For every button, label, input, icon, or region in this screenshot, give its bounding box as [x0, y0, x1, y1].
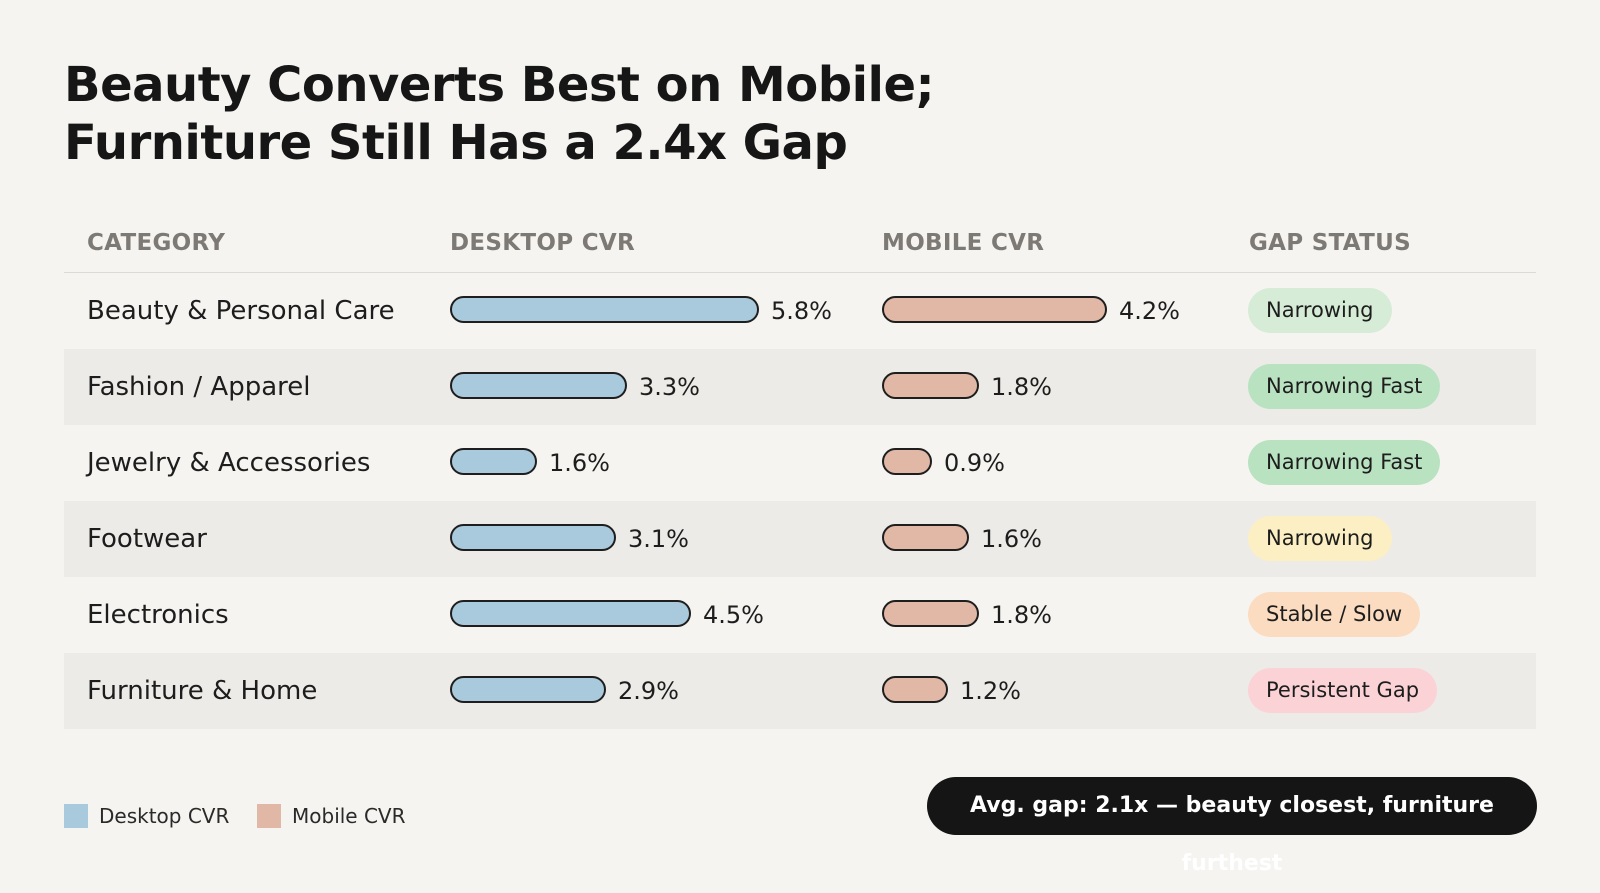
header-category: CATEGORY [87, 230, 226, 256]
mobile-cvr-value: 1.6% [981, 525, 1042, 553]
table-row: Jewelry & Accessories 1.6% 0.9% Narrowing F… [64, 425, 1536, 501]
desktop-cvr-bar [450, 372, 627, 399]
title-line-1: Beauty Converts Best on Mobile; [64, 57, 935, 113]
category-label: Furniture & Home [87, 676, 318, 706]
table-row: Fashion / Apparel 3.3% 1.8% Narrowing Fast [64, 349, 1536, 425]
category-label: Fashion / Apparel [87, 372, 311, 402]
chart-title: Beauty Converts Best on Mobile; Furnitur… [64, 56, 1164, 172]
mobile-cvr-bar [882, 296, 1107, 323]
gap-status-badge: Narrowing Fast [1248, 364, 1441, 409]
mobile-cvr-value: 1.2% [960, 677, 1021, 705]
desktop-cvr-bar [450, 296, 759, 323]
desktop-cvr-bar [450, 524, 616, 551]
cvr-table: CATEGORY DESKTOP CVR MOBILE CVR GAP STAT… [64, 218, 1536, 729]
category-label: Beauty & Personal Care [87, 296, 395, 326]
desktop-cvr-bar [450, 448, 537, 475]
mobile-cvr-value: 4.2% [1119, 297, 1180, 325]
mobile-cvr-bar [882, 600, 979, 627]
mobile-cvr-value: 1.8% [991, 373, 1052, 401]
header-mobile-cvr: MOBILE CVR [882, 230, 1045, 256]
desktop-cvr-value: 5.8% [771, 297, 832, 325]
mobile-cvr-value: 1.8% [991, 601, 1052, 629]
table-body: Beauty & Personal Care 5.8% 4.2% Narrowing F… [64, 273, 1536, 729]
mobile-cvr-value: 0.9% [944, 449, 1005, 477]
header-desktop-cvr: DESKTOP CVR [450, 230, 635, 256]
category-label: Electronics [87, 600, 229, 630]
table-header: CATEGORY DESKTOP CVR MOBILE CVR GAP STAT… [64, 218, 1536, 273]
desktop-cvr-value: 2.9% [618, 677, 679, 705]
legend-label-desktop: Desktop CVR [99, 804, 230, 828]
table-row: Furniture & Home 2.9% 1.2% Persistent Gap [64, 653, 1536, 729]
desktop-cvr-bar [450, 676, 606, 703]
desktop-cvr-value: 4.5% [703, 601, 764, 629]
gap-status-badge: Narrowing Fast [1248, 440, 1441, 485]
gap-status-badge: Stable / Slow [1248, 592, 1421, 637]
table-row: Beauty & Personal Care 5.8% 4.2% Narrowing [64, 273, 1536, 349]
desktop-cvr-value: 1.6% [549, 449, 610, 477]
legend-label-mobile: Mobile CVR [292, 804, 406, 828]
desktop-cvr-value: 3.3% [639, 373, 700, 401]
category-label: Footwear [87, 524, 207, 554]
mobile-cvr-bar [882, 676, 948, 703]
legend-swatch-desktop [64, 804, 88, 828]
gap-status-badge: Narrowing [1248, 516, 1392, 561]
mobile-cvr-bar [882, 372, 979, 399]
table-row: Footwear 3.1% 1.6% Narrowing [64, 501, 1536, 577]
gap-status-badge: Persistent Gap [1248, 668, 1438, 713]
header-gap-status: GAP STATUS [1249, 230, 1411, 256]
title-line-2: Furniture Still Has a 2.4x Gap [64, 115, 848, 171]
gap-status-badge: Narrowing [1248, 288, 1392, 333]
average-gap-callout: Avg. gap: 2.1x — beauty closest, furnitu… [927, 777, 1537, 876]
mobile-cvr-bar [882, 448, 932, 475]
desktop-cvr-value: 3.1% [628, 525, 689, 553]
legend-swatch-mobile [257, 804, 281, 828]
desktop-cvr-bar [450, 600, 691, 627]
mobile-cvr-bar [882, 524, 969, 551]
table-row: Electronics 4.5% 1.8% Stable / Slow [64, 577, 1536, 653]
category-label: Jewelry & Accessories [87, 448, 371, 478]
